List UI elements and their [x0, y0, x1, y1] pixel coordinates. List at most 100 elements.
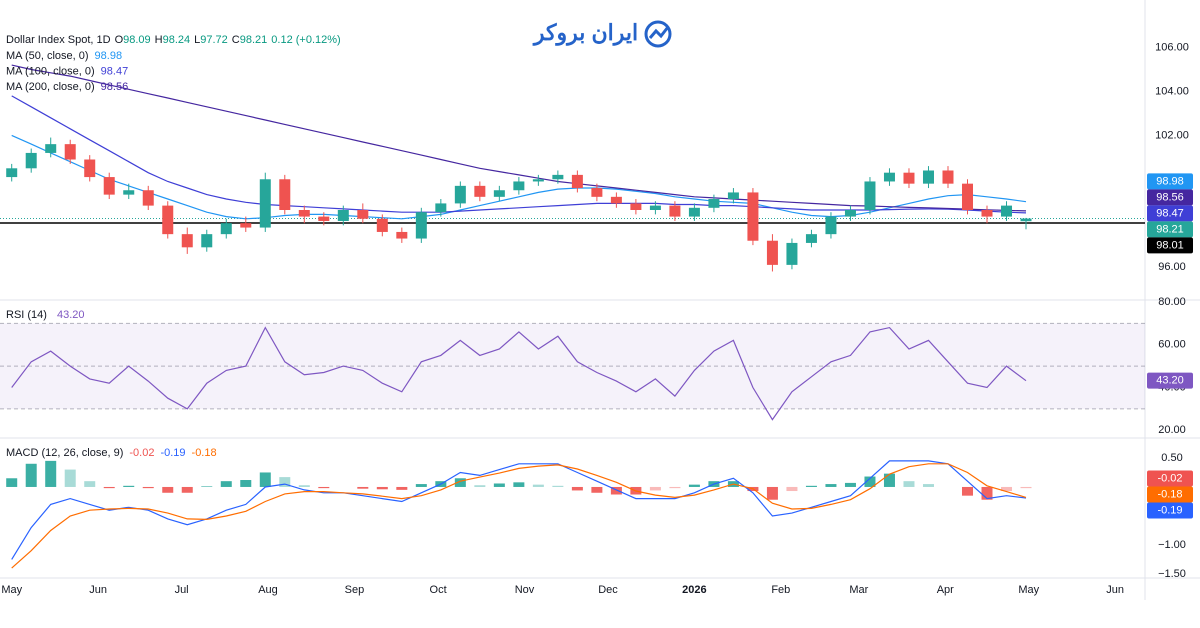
candle-body [337, 210, 349, 221]
x-tick-label: Sep [345, 584, 365, 596]
candle-body [513, 181, 525, 191]
histogram-bar [84, 481, 96, 487]
histogram-bar [181, 486, 193, 493]
histogram-bar [474, 485, 486, 487]
candle-body [903, 172, 915, 184]
legend-value: -0.19 [160, 447, 185, 459]
candle-body [435, 203, 447, 213]
histogram-bar [610, 486, 622, 495]
candle-body [45, 144, 57, 153]
x-tick-label: May [1018, 584, 1039, 596]
histogram-bar [766, 486, 778, 500]
histogram-bar [669, 486, 681, 489]
histogram-bar [825, 484, 837, 487]
legend-value: -0.02 [129, 447, 154, 459]
x-tick-label: Jul [175, 584, 189, 596]
change-label: 0.12 (+0.12%) [271, 34, 340, 46]
histogram-bar [240, 480, 252, 487]
histogram-bar [298, 485, 310, 487]
x-tick-label: Nov [515, 584, 535, 596]
price-tag [1147, 502, 1193, 519]
candle-body [474, 185, 486, 197]
price-tag-label: 98.21 [1156, 223, 1184, 235]
legend-name: MA (100, close, 0) [6, 65, 95, 77]
candle-body [1020, 218, 1032, 222]
price-tag-label: 98.47 [1156, 207, 1184, 219]
candle-body [571, 174, 583, 189]
price-tag [1147, 221, 1193, 238]
candle-body [181, 234, 193, 248]
candle-body [84, 159, 96, 178]
ma-line [11, 64, 1027, 212]
candle-body [630, 203, 642, 210]
legend-title: RSI (14) [6, 309, 47, 321]
histogram-bar [1001, 486, 1013, 492]
logo: ایران بروکر [532, 20, 672, 48]
histogram-bar [45, 460, 57, 487]
price-tag [1147, 237, 1193, 254]
candle-body [610, 196, 622, 204]
ma-line [11, 134, 1027, 220]
x-tick-label: Dec [598, 584, 618, 596]
ma-line [11, 95, 1027, 214]
histogram-bar [513, 482, 525, 487]
candle-body [669, 205, 681, 217]
legend: MA (50, close, 0) 98.98 [6, 50, 122, 62]
histogram-bar [591, 486, 603, 493]
histogram-bar [6, 478, 18, 487]
candle-body [844, 210, 856, 217]
candle-body [1001, 205, 1013, 217]
legend: MACD (12, 26, close, 9) -0.02 -0.19 -0.18 [6, 447, 217, 459]
histogram-bar [844, 482, 856, 487]
candle-body [142, 190, 154, 206]
price-tag [1147, 372, 1193, 389]
candle-body [240, 223, 252, 228]
histogram-bar [571, 486, 583, 491]
candle-body [805, 234, 817, 243]
histogram-bar [903, 481, 915, 487]
price-tag [1147, 486, 1193, 503]
histogram-bar [357, 486, 369, 489]
candle-body [25, 152, 37, 169]
ohlc-value: 97.72 [200, 34, 228, 46]
candle-body [864, 181, 876, 210]
candle-body [279, 179, 291, 210]
candle-body [922, 170, 934, 184]
macd-line [11, 460, 1027, 560]
candle-body [318, 216, 330, 221]
histogram-bar [649, 486, 661, 491]
histogram-bar [1020, 486, 1032, 489]
candle-body [396, 231, 408, 239]
histogram-bar [883, 473, 895, 487]
candle-body [532, 179, 544, 182]
histogram-bar [552, 485, 564, 487]
y-tick-label: 106.00 [1155, 41, 1189, 53]
y-tick-label: −1.50 [1158, 568, 1186, 580]
ohlc-label: H [155, 34, 163, 46]
candle-body [591, 188, 603, 197]
y-tick-label: 96.00 [1158, 261, 1186, 273]
legend-value: -0.18 [192, 447, 217, 459]
candle-body [6, 168, 18, 178]
price-tag [1147, 189, 1193, 206]
logo-icon [644, 20, 672, 48]
candle-body [942, 170, 954, 184]
x-tick-label: Jun [1106, 584, 1124, 596]
y-tick-label: 102.00 [1155, 129, 1189, 141]
legend: RSI (14) 43.20 [6, 309, 85, 321]
logo-icon-arrow [648, 26, 670, 39]
candle-body [103, 177, 115, 195]
candle-body [298, 210, 310, 217]
histogram-bar [279, 477, 291, 487]
legend-value: 98.47 [101, 65, 129, 77]
histogram-bar [25, 463, 37, 487]
ohlc-label: O [115, 34, 124, 46]
histogram-bar [64, 469, 76, 487]
y-tick-label: 0.50 [1161, 452, 1182, 464]
candle-body [552, 174, 564, 180]
histogram-bar [201, 486, 213, 487]
histogram-bar [805, 485, 817, 487]
histogram-bar [961, 486, 973, 496]
